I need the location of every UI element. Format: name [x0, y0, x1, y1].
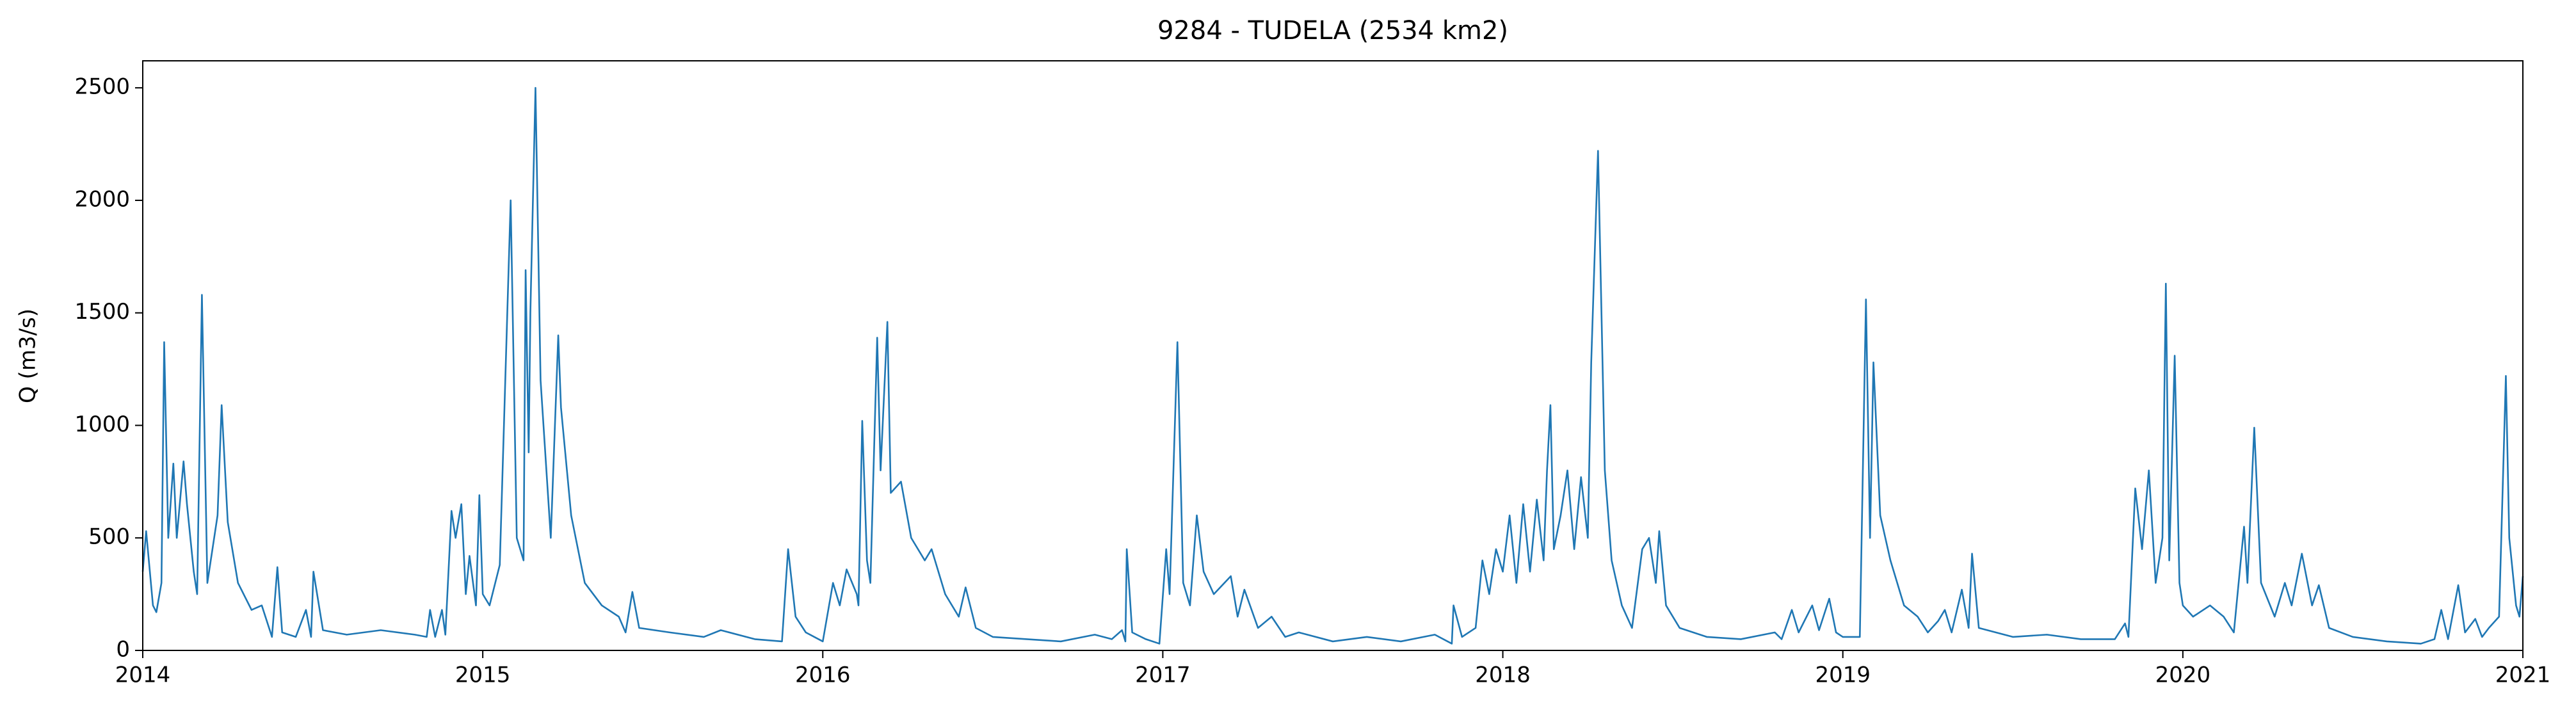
series-line: [141, 86, 2524, 645]
y-tick-label: 2000: [74, 186, 130, 212]
y-tick-label: 1000: [74, 412, 130, 437]
plot-frame: [142, 60, 2524, 651]
y-tick-label: 1500: [74, 299, 130, 325]
x-tick-label: 2016: [795, 663, 851, 688]
y-tick-label: 2500: [74, 74, 130, 100]
x-tick-label: 2018: [1475, 663, 1531, 688]
chart-title: 9284 - TUDELA (2534 km2): [1157, 16, 1508, 45]
y-axis-label: Q (m3/s): [15, 309, 41, 403]
x-tick-label: 2014: [115, 663, 171, 688]
y-tick-label: 0: [116, 637, 130, 663]
x-tick-label: 2017: [1135, 663, 1191, 688]
x-tick-label: 2021: [2495, 663, 2551, 688]
x-tick-label: 2019: [1815, 663, 1871, 688]
y-tick-label: 500: [88, 524, 130, 550]
x-tick-label: 2015: [455, 663, 511, 688]
x-tick-label: 2020: [2155, 663, 2211, 688]
